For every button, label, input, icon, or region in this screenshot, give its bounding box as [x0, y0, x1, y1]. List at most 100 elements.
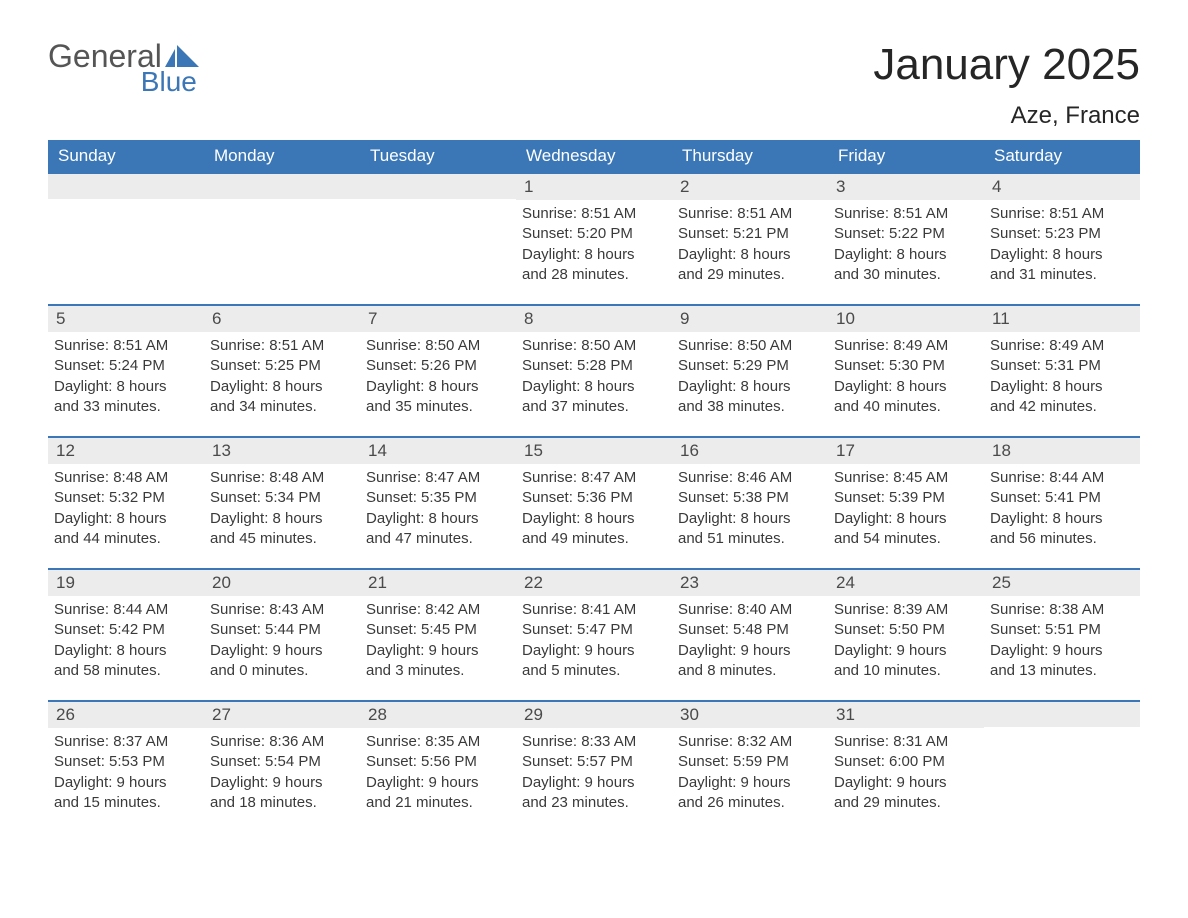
- daylight-line: Daylight: 8 hoursand 37 minutes.: [522, 377, 666, 418]
- day-number: 10: [828, 306, 984, 332]
- sunrise-line: Sunrise: 8:38 AM: [990, 600, 1134, 620]
- day-header: Monday: [204, 140, 360, 173]
- day-details: Sunrise: 8:51 AMSunset: 5:20 PMDaylight:…: [516, 200, 672, 295]
- sunset-line: Sunset: 5:24 PM: [54, 356, 198, 376]
- day-number: 5: [48, 306, 204, 332]
- calendar-cell: 11Sunrise: 8:49 AMSunset: 5:31 PMDayligh…: [984, 305, 1140, 437]
- day-number: [204, 174, 360, 199]
- calendar-cell: [360, 173, 516, 305]
- day-details: Sunrise: 8:44 AMSunset: 5:41 PMDaylight:…: [984, 464, 1140, 559]
- day-header: Thursday: [672, 140, 828, 173]
- daylight-line: Daylight: 9 hoursand 26 minutes.: [678, 773, 822, 814]
- calendar-cell: 22Sunrise: 8:41 AMSunset: 5:47 PMDayligh…: [516, 569, 672, 701]
- day-details: Sunrise: 8:31 AMSunset: 6:00 PMDaylight:…: [828, 728, 984, 823]
- calendar-cell: 7Sunrise: 8:50 AMSunset: 5:26 PMDaylight…: [360, 305, 516, 437]
- day-details: Sunrise: 8:35 AMSunset: 5:56 PMDaylight:…: [360, 728, 516, 823]
- day-details: Sunrise: 8:50 AMSunset: 5:26 PMDaylight:…: [360, 332, 516, 427]
- calendar-cell: 18Sunrise: 8:44 AMSunset: 5:41 PMDayligh…: [984, 437, 1140, 569]
- daylight-line: Daylight: 8 hoursand 34 minutes.: [210, 377, 354, 418]
- day-number: 14: [360, 438, 516, 464]
- daylight-line: Daylight: 8 hoursand 28 minutes.: [522, 245, 666, 286]
- day-number: 20: [204, 570, 360, 596]
- day-details: Sunrise: 8:49 AMSunset: 5:31 PMDaylight:…: [984, 332, 1140, 427]
- daylight-line: Daylight: 8 hoursand 54 minutes.: [834, 509, 978, 550]
- daylight-line: Daylight: 8 hoursand 45 minutes.: [210, 509, 354, 550]
- daylight-line: Daylight: 8 hoursand 29 minutes.: [678, 245, 822, 286]
- sunrise-line: Sunrise: 8:39 AM: [834, 600, 978, 620]
- day-number: 3: [828, 174, 984, 200]
- day-number: 26: [48, 702, 204, 728]
- calendar-cell: 20Sunrise: 8:43 AMSunset: 5:44 PMDayligh…: [204, 569, 360, 701]
- day-number: 9: [672, 306, 828, 332]
- day-details: Sunrise: 8:40 AMSunset: 5:48 PMDaylight:…: [672, 596, 828, 691]
- daylight-line: Daylight: 9 hoursand 18 minutes.: [210, 773, 354, 814]
- calendar-cell: 1Sunrise: 8:51 AMSunset: 5:20 PMDaylight…: [516, 173, 672, 305]
- day-details: Sunrise: 8:45 AMSunset: 5:39 PMDaylight:…: [828, 464, 984, 559]
- daylight-line: Daylight: 9 hoursand 10 minutes.: [834, 641, 978, 682]
- daylight-line: Daylight: 9 hoursand 0 minutes.: [210, 641, 354, 682]
- daylight-line: Daylight: 8 hoursand 31 minutes.: [990, 245, 1134, 286]
- page-subtitle: Aze, France: [873, 102, 1140, 130]
- sunrise-line: Sunrise: 8:51 AM: [210, 336, 354, 356]
- daylight-line: Daylight: 9 hoursand 15 minutes.: [54, 773, 198, 814]
- sunset-line: Sunset: 5:42 PM: [54, 620, 198, 640]
- daylight-line: Daylight: 8 hoursand 47 minutes.: [366, 509, 510, 550]
- title-block: January 2025 Aze, France: [873, 40, 1140, 130]
- calendar-cell: 17Sunrise: 8:45 AMSunset: 5:39 PMDayligh…: [828, 437, 984, 569]
- sunset-line: Sunset: 5:25 PM: [210, 356, 354, 376]
- calendar-cell: 14Sunrise: 8:47 AMSunset: 5:35 PMDayligh…: [360, 437, 516, 569]
- day-number: 18: [984, 438, 1140, 464]
- daylight-line: Daylight: 9 hoursand 3 minutes.: [366, 641, 510, 682]
- sunset-line: Sunset: 5:57 PM: [522, 752, 666, 772]
- daylight-line: Daylight: 8 hoursand 42 minutes.: [990, 377, 1134, 418]
- sunrise-line: Sunrise: 8:48 AM: [54, 468, 198, 488]
- day-number: 25: [984, 570, 1140, 596]
- sunrise-line: Sunrise: 8:44 AM: [54, 600, 198, 620]
- sunrise-line: Sunrise: 8:50 AM: [366, 336, 510, 356]
- day-number: [360, 174, 516, 199]
- day-details: Sunrise: 8:36 AMSunset: 5:54 PMDaylight:…: [204, 728, 360, 823]
- calendar-cell: 24Sunrise: 8:39 AMSunset: 5:50 PMDayligh…: [828, 569, 984, 701]
- daylight-line: Daylight: 8 hoursand 38 minutes.: [678, 377, 822, 418]
- day-number: [984, 702, 1140, 727]
- day-number: 19: [48, 570, 204, 596]
- day-details: Sunrise: 8:49 AMSunset: 5:30 PMDaylight:…: [828, 332, 984, 427]
- day-details: Sunrise: 8:51 AMSunset: 5:23 PMDaylight:…: [984, 200, 1140, 295]
- calendar-cell: 29Sunrise: 8:33 AMSunset: 5:57 PMDayligh…: [516, 701, 672, 833]
- daylight-line: Daylight: 9 hoursand 21 minutes.: [366, 773, 510, 814]
- calendar-cell: 25Sunrise: 8:38 AMSunset: 5:51 PMDayligh…: [984, 569, 1140, 701]
- sunrise-line: Sunrise: 8:42 AM: [366, 600, 510, 620]
- daylight-line: Daylight: 8 hoursand 44 minutes.: [54, 509, 198, 550]
- day-details: Sunrise: 8:50 AMSunset: 5:29 PMDaylight:…: [672, 332, 828, 427]
- daylight-line: Daylight: 8 hoursand 33 minutes.: [54, 377, 198, 418]
- sunrise-line: Sunrise: 8:49 AM: [834, 336, 978, 356]
- calendar-cell: 12Sunrise: 8:48 AMSunset: 5:32 PMDayligh…: [48, 437, 204, 569]
- sunset-line: Sunset: 5:39 PM: [834, 488, 978, 508]
- day-details: Sunrise: 8:42 AMSunset: 5:45 PMDaylight:…: [360, 596, 516, 691]
- sunrise-line: Sunrise: 8:43 AM: [210, 600, 354, 620]
- sunrise-line: Sunrise: 8:32 AM: [678, 732, 822, 752]
- logo: General Blue: [48, 40, 199, 96]
- daylight-line: Daylight: 8 hoursand 58 minutes.: [54, 641, 198, 682]
- sunset-line: Sunset: 5:41 PM: [990, 488, 1134, 508]
- day-details: Sunrise: 8:38 AMSunset: 5:51 PMDaylight:…: [984, 596, 1140, 691]
- calendar-table: SundayMondayTuesdayWednesdayThursdayFrid…: [48, 140, 1140, 833]
- day-header: Wednesday: [516, 140, 672, 173]
- calendar-cell: 4Sunrise: 8:51 AMSunset: 5:23 PMDaylight…: [984, 173, 1140, 305]
- sunrise-line: Sunrise: 8:51 AM: [990, 204, 1134, 224]
- sunrise-line: Sunrise: 8:46 AM: [678, 468, 822, 488]
- calendar-week: 12Sunrise: 8:48 AMSunset: 5:32 PMDayligh…: [48, 437, 1140, 569]
- day-number: 16: [672, 438, 828, 464]
- day-details: Sunrise: 8:51 AMSunset: 5:25 PMDaylight:…: [204, 332, 360, 427]
- day-details: Sunrise: 8:32 AMSunset: 5:59 PMDaylight:…: [672, 728, 828, 823]
- sunset-line: Sunset: 6:00 PM: [834, 752, 978, 772]
- calendar-cell: 10Sunrise: 8:49 AMSunset: 5:30 PMDayligh…: [828, 305, 984, 437]
- calendar-header-row: SundayMondayTuesdayWednesdayThursdayFrid…: [48, 140, 1140, 173]
- sunrise-line: Sunrise: 8:37 AM: [54, 732, 198, 752]
- sunset-line: Sunset: 5:53 PM: [54, 752, 198, 772]
- sunset-line: Sunset: 5:23 PM: [990, 224, 1134, 244]
- day-details: Sunrise: 8:39 AMSunset: 5:50 PMDaylight:…: [828, 596, 984, 691]
- day-details: Sunrise: 8:37 AMSunset: 5:53 PMDaylight:…: [48, 728, 204, 823]
- page-title: January 2025: [873, 40, 1140, 90]
- daylight-line: Daylight: 9 hoursand 5 minutes.: [522, 641, 666, 682]
